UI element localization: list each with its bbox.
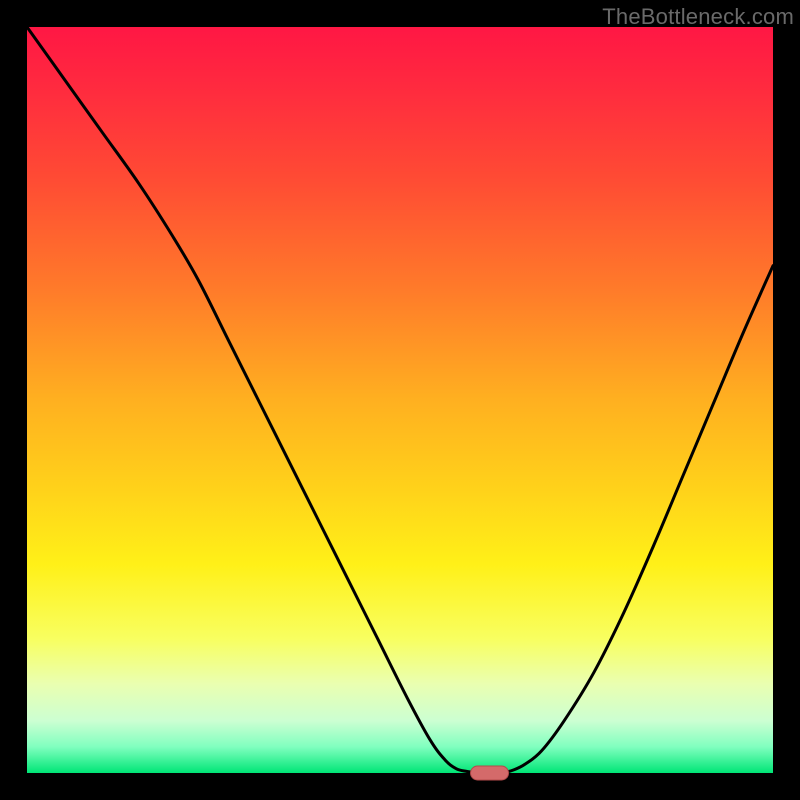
plot-area	[27, 27, 773, 773]
sweet-spot-marker	[471, 766, 509, 780]
bottleneck-chart	[0, 0, 800, 800]
site-watermark: TheBottleneck.com	[602, 4, 794, 30]
